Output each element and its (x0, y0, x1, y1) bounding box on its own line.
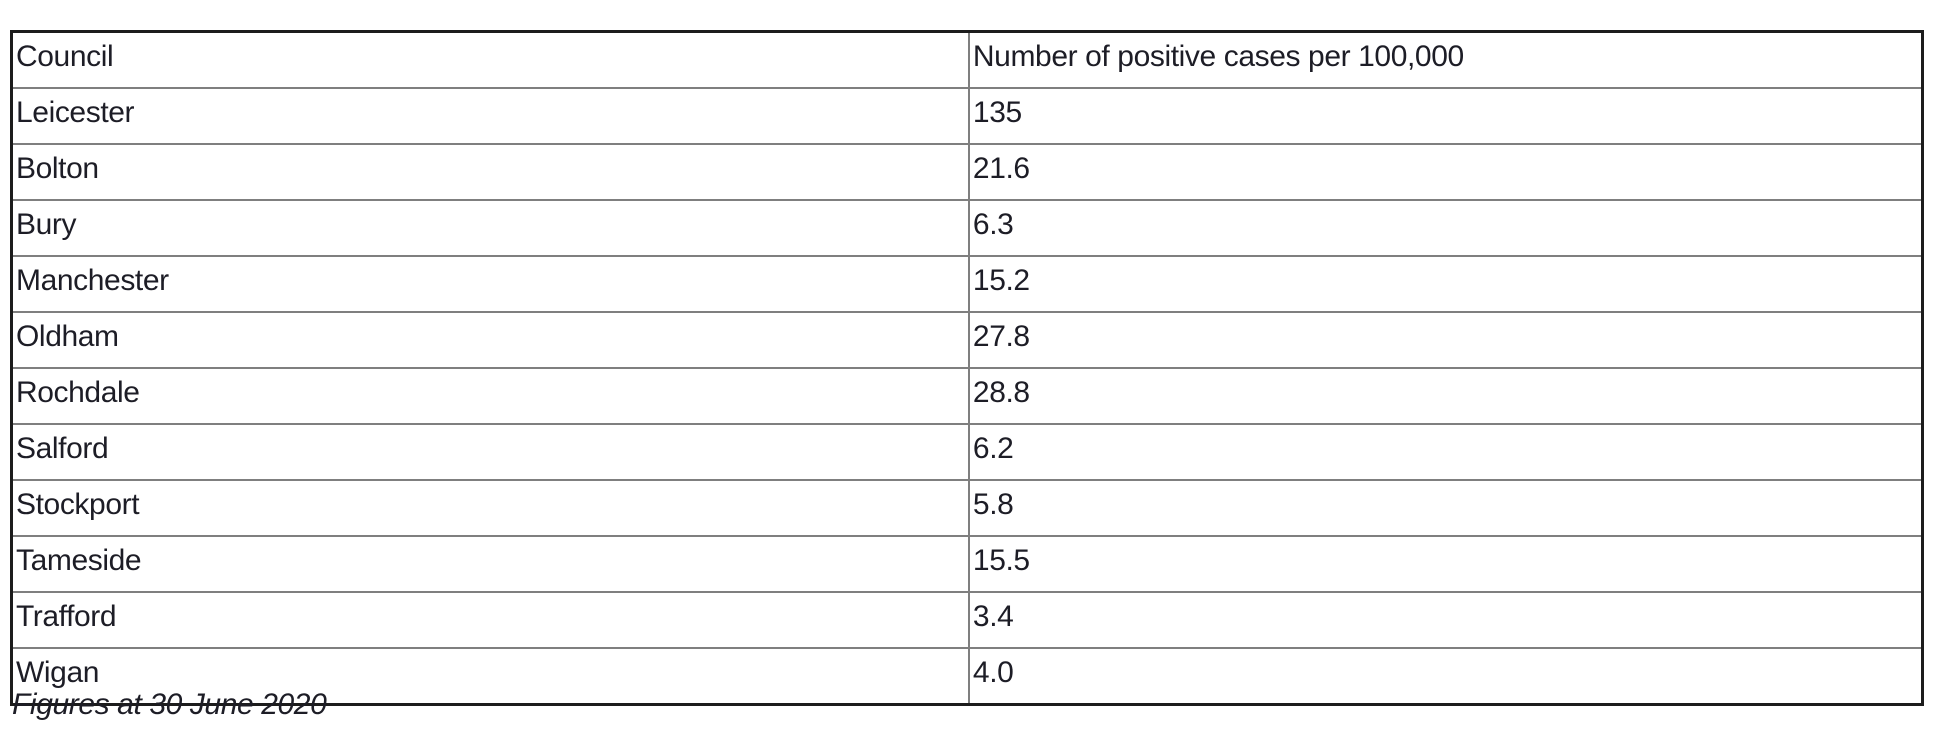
table-row: Oldham 27.8 (10, 311, 1924, 369)
table-row: Bolton 21.6 (10, 143, 1924, 201)
council-cell: Rochdale (10, 367, 970, 425)
cases-cell: 4.0 (967, 647, 1924, 706)
cases-cell: 15.2 (967, 255, 1924, 313)
table-row: Bury 6.3 (10, 199, 1924, 257)
table-caption: Figures at 30 June 2020 (12, 688, 327, 721)
council-cell: Salford (10, 423, 970, 481)
cases-cell: 28.8 (967, 367, 1924, 425)
table-header-row: Council Number of positive cases per 100… (10, 30, 1924, 89)
cases-cell: 135 (967, 87, 1924, 145)
council-cell: Bolton (10, 143, 970, 201)
council-cell: Manchester (10, 255, 970, 313)
column-header-council: Council (10, 30, 970, 89)
table-row: Salford 6.2 (10, 423, 1924, 481)
council-cell: Tameside (10, 535, 970, 593)
cases-cell: 15.5 (967, 535, 1924, 593)
council-cell: Wigan (10, 647, 970, 706)
table-row: Leicester 135 (10, 87, 1924, 145)
cases-cell: 21.6 (967, 143, 1924, 201)
council-cell: Leicester (10, 87, 970, 145)
column-header-cases: Number of positive cases per 100,000 (967, 30, 1924, 89)
table-row: Trafford 3.4 (10, 591, 1924, 649)
table-row: Stockport 5.8 (10, 479, 1924, 537)
table-row: Wigan 4.0 (10, 647, 1924, 706)
council-cell: Stockport (10, 479, 970, 537)
council-cell: Oldham (10, 311, 970, 369)
cases-cell: 27.8 (967, 311, 1924, 369)
council-cell: Bury (10, 199, 970, 257)
cases-cell: 5.8 (967, 479, 1924, 537)
table-row: Rochdale 28.8 (10, 367, 1924, 425)
positive-cases-table: Council Number of positive cases per 100… (10, 30, 1924, 706)
cases-cell: 6.3 (967, 199, 1924, 257)
cases-cell: 3.4 (967, 591, 1924, 649)
table-row: Tameside 15.5 (10, 535, 1924, 593)
council-cell: Trafford (10, 591, 970, 649)
cases-cell: 6.2 (967, 423, 1924, 481)
table-row: Manchester 15.2 (10, 255, 1924, 313)
